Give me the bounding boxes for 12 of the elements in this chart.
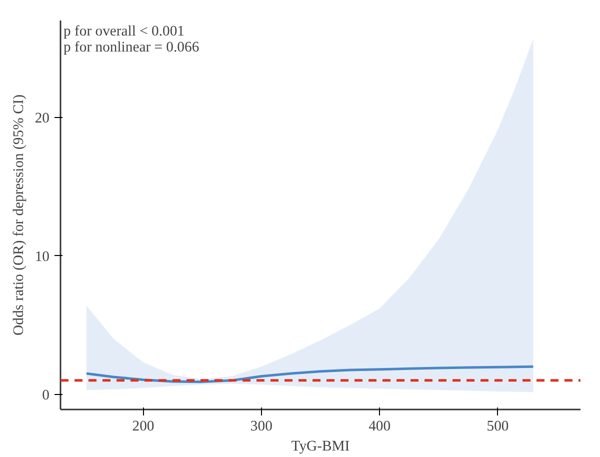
x-tick-label: 500 xyxy=(486,418,509,434)
line-series xyxy=(85,365,534,384)
y-tick-label: 10 xyxy=(34,248,50,265)
x-tick-label: 300 xyxy=(250,418,272,434)
x-tick-label: 200 xyxy=(132,418,154,434)
y-axis-title: Odds ratio (OR) for depression (95% CI) xyxy=(10,94,27,336)
y-tick-label: 0 xyxy=(42,387,50,404)
annotation: p for overall < 0.001 xyxy=(64,24,185,40)
x-tick-label: 400 xyxy=(368,418,391,434)
y-tick-label: 20 xyxy=(34,110,50,126)
annotation: p for nonlinear = 0.066 xyxy=(64,40,200,56)
x-axis-title: TyG-BMI xyxy=(291,438,350,454)
